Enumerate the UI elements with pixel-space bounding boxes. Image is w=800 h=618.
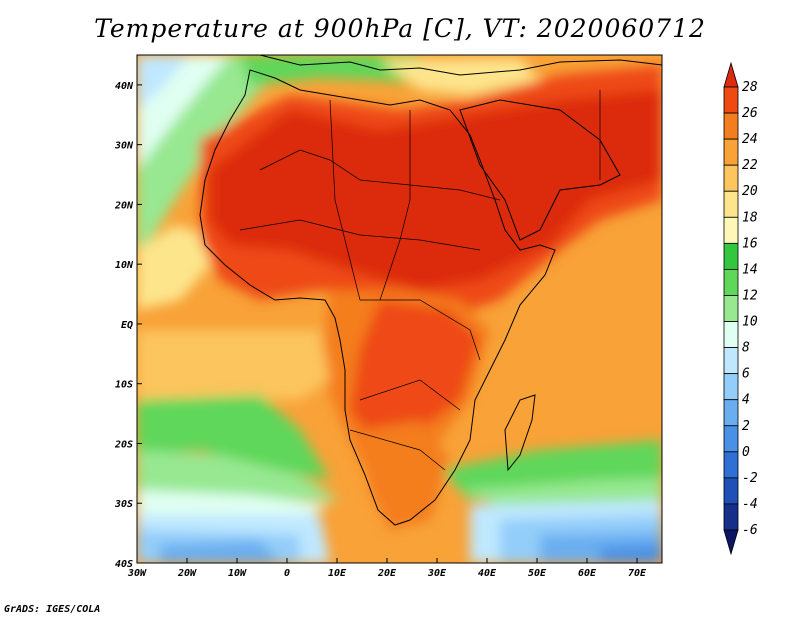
lat-tick-label: 40S: [115, 559, 133, 570]
colorbar-swatch: [723, 269, 739, 296]
lon-tick-label: 60E: [578, 568, 597, 579]
map-title: Temperature at 900hPa [C], VT: 202006071…: [94, 14, 706, 43]
lon-tick-label: 50E: [528, 568, 547, 579]
colorbar-swatch: [723, 190, 739, 218]
colorbar-label: 24: [742, 132, 758, 147]
lon-tick-label: 20W: [177, 568, 197, 579]
colorbar-swatch: [723, 138, 739, 166]
colorbar-label: -2: [742, 471, 758, 486]
colorbar-label: 28: [742, 80, 758, 95]
lon-tick-label: 10E: [328, 568, 347, 579]
colorbar-swatch: [723, 529, 739, 556]
credit-label: GrADS: IGES/COLA: [4, 604, 101, 615]
lon-tick-label: 10W: [228, 568, 247, 579]
colorbar-label: 20: [742, 184, 758, 199]
lon-tick-label: 30E: [427, 568, 447, 579]
lat-tick-label: 40N: [115, 81, 134, 92]
colorbar-swatch: [723, 295, 739, 322]
colorbar-label: 6: [742, 367, 750, 382]
plot-frame: [136, 54, 663, 564]
colorbar-label: 16: [742, 236, 758, 251]
lon-tick-label: 40E: [478, 568, 497, 579]
colorbar-label: 22: [742, 158, 758, 173]
colorbar-label: 10: [742, 315, 758, 330]
colorbar-label: 0: [742, 445, 750, 460]
colorbar-swatch: [723, 373, 739, 401]
colorbar-swatch: [723, 216, 739, 244]
colorbar-label: 4: [742, 393, 750, 408]
colorbar-swatch: [723, 112, 739, 140]
colorbar-swatch: [723, 347, 739, 375]
lat-tick-label: 30S: [114, 499, 133, 510]
colorbar-swatch: [723, 477, 739, 505]
colorbar-label: -6: [742, 523, 758, 538]
lon-tick-label: 20E: [377, 568, 397, 579]
colorbar-swatch: [723, 321, 739, 348]
lat-tick-label: 20S: [114, 439, 133, 450]
colorbar-label: 18: [742, 210, 758, 225]
lat-tick-label: 10S: [115, 380, 133, 391]
lat-tick-label: 20N: [114, 200, 134, 211]
colorbar-label: 8: [742, 341, 750, 356]
lon-tick-label: 30W: [127, 568, 147, 579]
colorbar-label: 14: [742, 262, 758, 277]
lat-tick-label: 30N: [114, 141, 134, 152]
colorbar-swatch: [723, 399, 739, 427]
colorbar-swatch: [723, 61, 739, 88]
lon-tick-label: 0: [284, 568, 290, 579]
colorbar-label: 2: [742, 419, 750, 434]
colorbar-label: -4: [742, 497, 758, 512]
latitude-axis: 40N 30N 20N 10N EQ 10S 20S 30S 40S: [114, 81, 142, 570]
colorbar-swatch: [723, 242, 739, 270]
coastlines: [199, 55, 662, 526]
colorbar-swatch: [723, 425, 739, 453]
colorbar-label: 12: [742, 288, 758, 303]
lat-tick-label: 10N: [115, 260, 134, 271]
lon-tick-label: 70E: [628, 568, 647, 579]
colorbar-swatch: [723, 503, 739, 531]
lat-tick-label: EQ: [121, 320, 133, 331]
longitude-axis: 30W 20W 10W 0 10E 20E 30E 40E 50E 60E 70E: [127, 558, 647, 579]
colorbar-swatch: [723, 164, 739, 192]
colorbar-swatch: [723, 451, 739, 479]
colorbar-label: 26: [742, 106, 758, 121]
colorbar-swatch: [723, 86, 739, 114]
temperature-field: [137, 55, 662, 563]
country-borders: [239, 90, 601, 471]
